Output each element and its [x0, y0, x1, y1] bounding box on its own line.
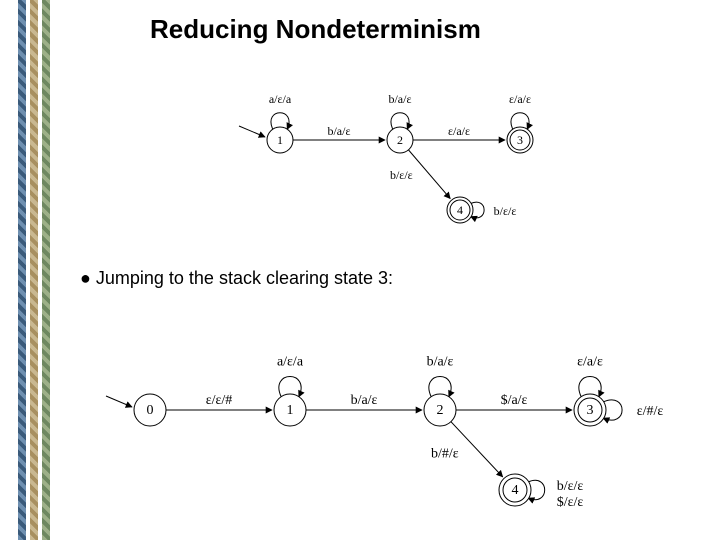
state-node-label: 3 [517, 133, 523, 147]
state-node-label: 1 [277, 133, 283, 147]
decoration-strip [18, 0, 26, 540]
side-label: b/ε/ε [494, 204, 517, 218]
edge [451, 422, 503, 477]
start-arrow [239, 126, 265, 137]
diagram-bottom: ε/ε/# b/a/ε $/a/ε b/#/ε a/ε/a b/a/ε ε/a/ε ε/#/ε… [100, 320, 680, 520]
page-title: Reducing Nondeterminism [150, 14, 481, 45]
side-label: b/ε/ε [557, 479, 584, 494]
side-label: $/ε/ε [557, 495, 584, 510]
edge-label: b/ε/ε [390, 168, 413, 182]
bullet-text: ● Jumping to the stack clearing state 3: [80, 268, 393, 289]
state-node-label: 2 [437, 403, 444, 418]
diagram-top: b/a/ε ε/a/ε b/ε/ε a/ε/a b/a/ε ε/a/ε b/ε/ε 1 2 3 4 [220, 70, 600, 240]
edge-label: b/#/ε [431, 446, 459, 461]
self-loop-label: b/a/ε [388, 92, 411, 106]
state-node-label: 3 [587, 403, 594, 418]
side-label: ε/#/ε [637, 404, 664, 419]
edge-label: b/a/ε [327, 124, 350, 138]
edge-label: ε/a/ε [448, 124, 470, 138]
decoration-strip [42, 0, 50, 540]
self-loop-label: a/ε/a [277, 355, 304, 370]
decoration-strip [30, 0, 38, 540]
state-node-label: 0 [147, 403, 154, 418]
state-node-label: 2 [397, 133, 403, 147]
state-node-label: 4 [457, 203, 463, 217]
self-loop-label: ε/a/ε [509, 92, 531, 106]
edge [408, 150, 450, 199]
self-loop-label: a/ε/a [269, 92, 292, 106]
state-node-label: 1 [287, 403, 294, 418]
edge-label: b/a/ε [351, 393, 378, 408]
state-node-label: 4 [512, 483, 519, 498]
self-loop-label: ε/a/ε [577, 355, 603, 370]
start-arrow [106, 396, 132, 407]
edge-label: ε/ε/# [206, 393, 233, 408]
edge-label: $/a/ε [501, 393, 528, 408]
self-loop-label: b/a/ε [427, 355, 454, 370]
